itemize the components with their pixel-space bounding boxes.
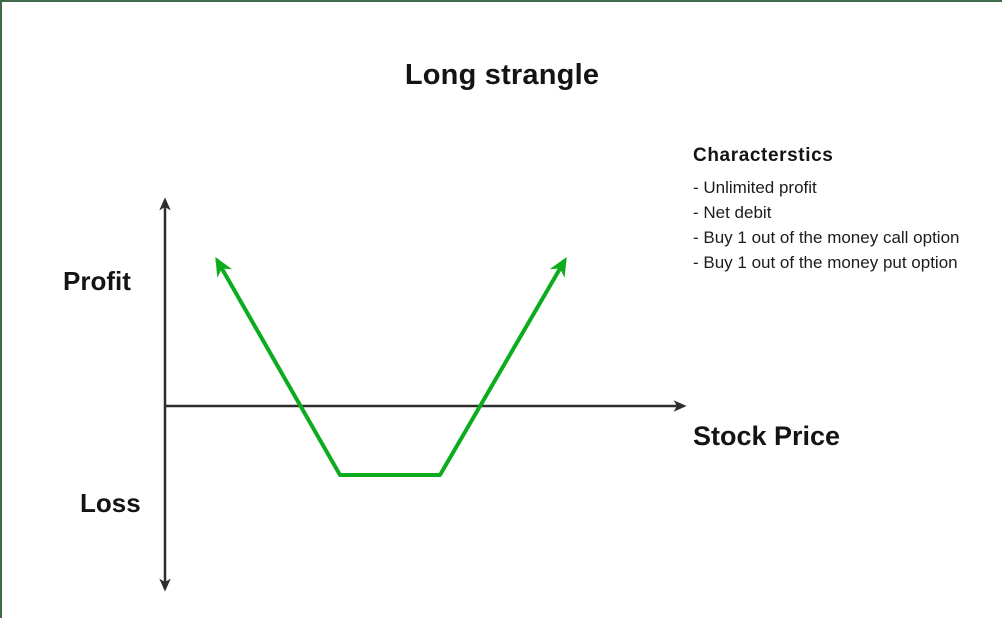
characteristics-heading: Characterstics xyxy=(693,145,834,166)
payoff-line-left-leg xyxy=(215,257,390,477)
characteristics-item-buy-call: - Buy 1 out of the money call option xyxy=(693,228,960,247)
stock-price-axis-label: Stock Price xyxy=(693,421,841,451)
characteristics-panel: Characterstics - Unlimited profit - Net … xyxy=(693,145,993,275)
payoff-line-right-leg xyxy=(390,257,567,477)
characteristics-item-net-debit: - Net debit xyxy=(693,203,772,222)
profit-axis-label: Profit xyxy=(63,266,131,296)
page-title: Long strangle xyxy=(404,59,600,91)
characteristics-item-unlimited-profit: - Unlimited profit xyxy=(693,178,817,197)
loss-axis-label: Loss xyxy=(80,488,141,518)
characteristics-item-buy-put: - Buy 1 out of the money put option xyxy=(693,253,958,272)
